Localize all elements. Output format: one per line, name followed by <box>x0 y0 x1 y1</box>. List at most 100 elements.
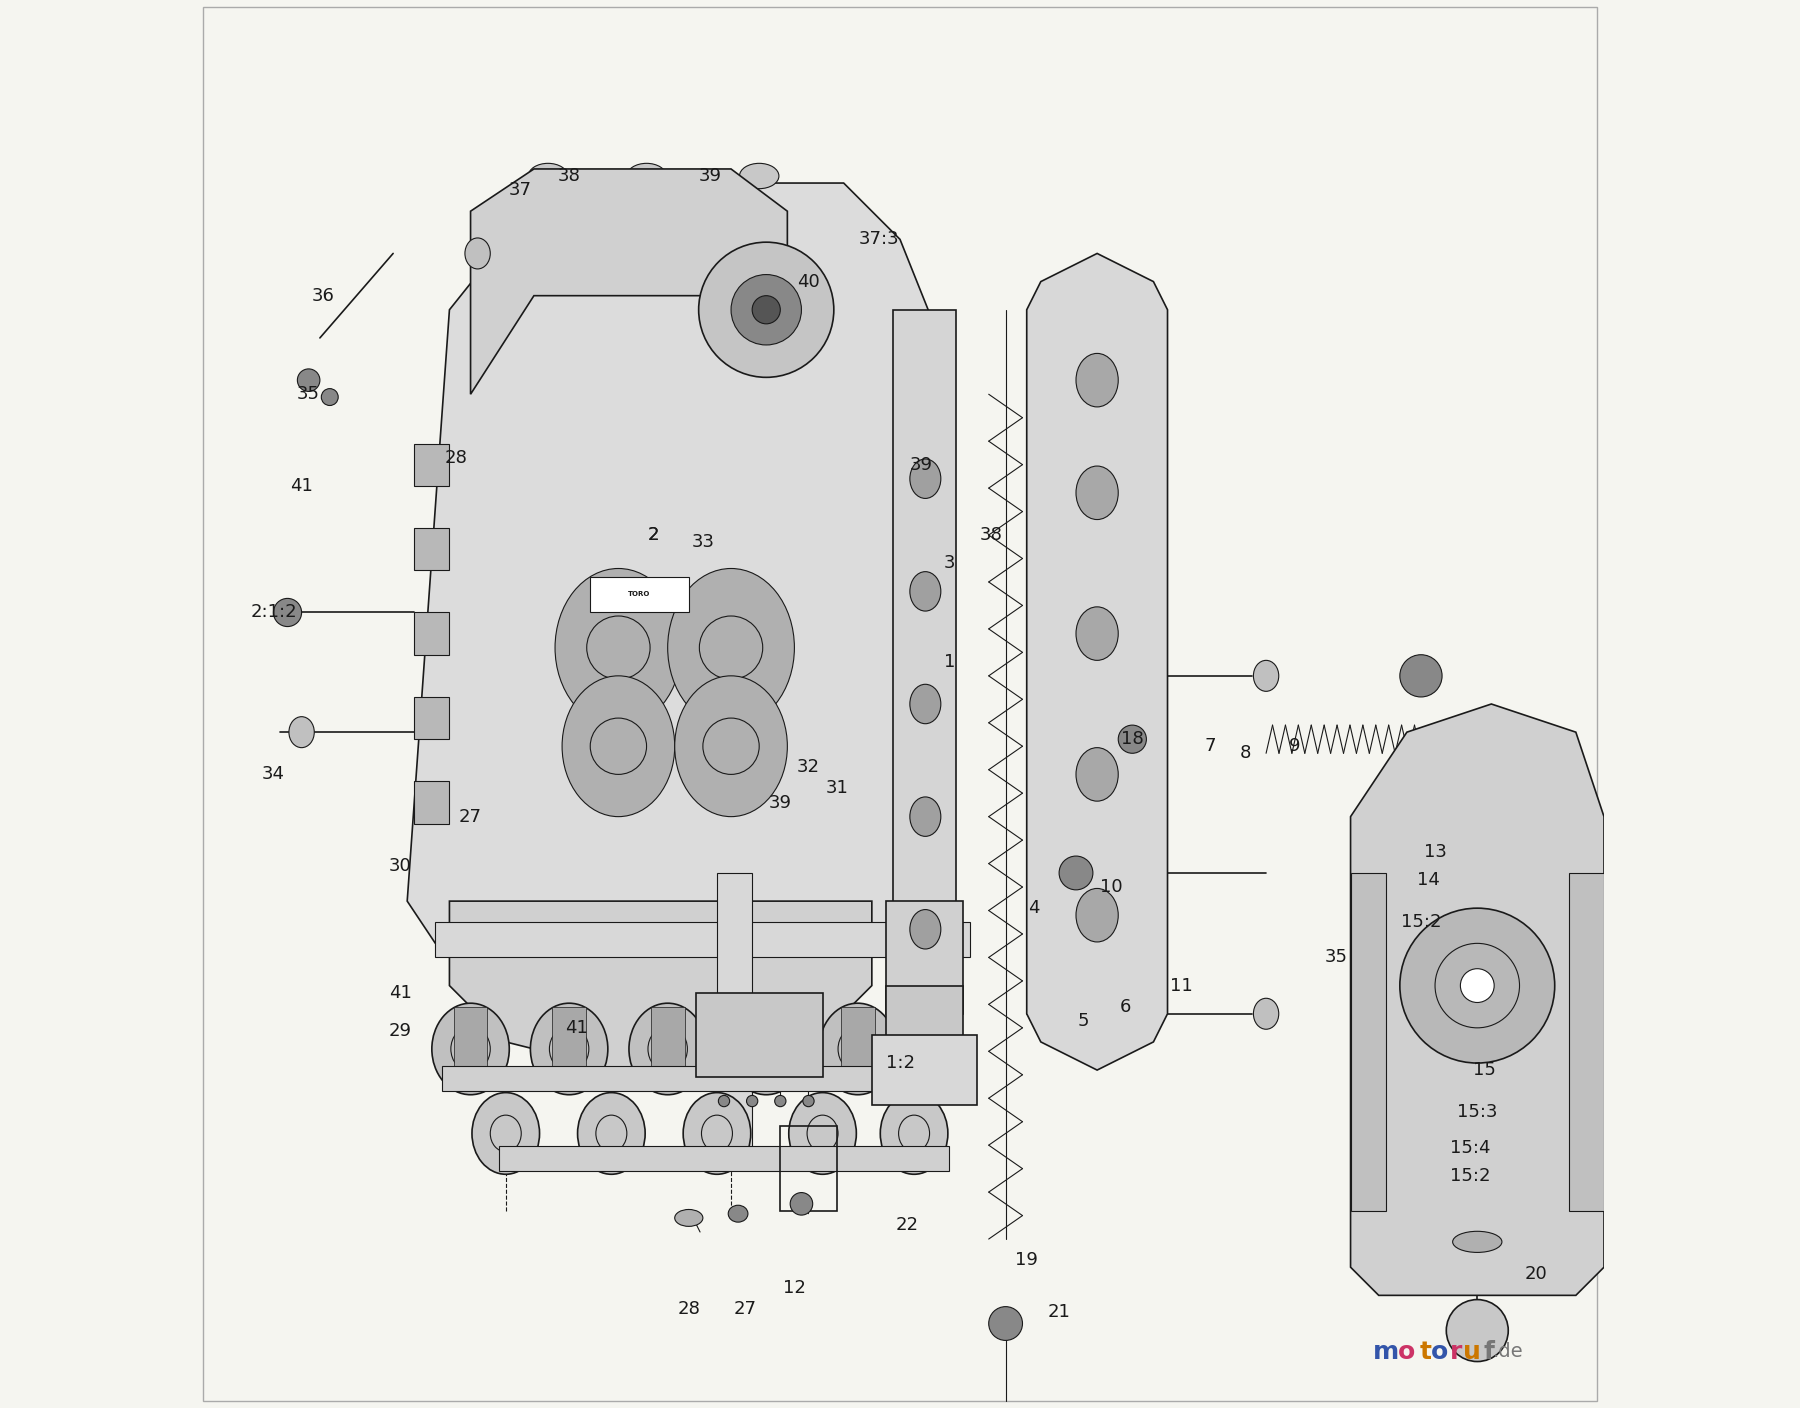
Ellipse shape <box>788 1093 857 1174</box>
Text: 19: 19 <box>1015 1252 1039 1269</box>
Text: 15:2: 15:2 <box>1400 914 1442 931</box>
Text: f: f <box>1483 1339 1494 1364</box>
Bar <box>414 697 450 739</box>
Text: 38: 38 <box>979 527 1003 543</box>
Ellipse shape <box>578 1093 644 1174</box>
Ellipse shape <box>1453 1231 1501 1253</box>
Text: 6: 6 <box>1120 998 1130 1015</box>
Circle shape <box>803 1095 814 1107</box>
Text: 1: 1 <box>943 653 956 670</box>
Ellipse shape <box>727 1002 805 1095</box>
Bar <box>499 1146 949 1171</box>
Text: 7: 7 <box>1204 738 1215 755</box>
Text: 40: 40 <box>797 273 819 290</box>
Text: 15: 15 <box>1472 1062 1496 1079</box>
Polygon shape <box>470 169 787 394</box>
Text: 5: 5 <box>1076 1012 1089 1029</box>
Text: o: o <box>1431 1339 1447 1364</box>
Text: 9: 9 <box>1289 738 1300 755</box>
Text: 39: 39 <box>909 456 932 473</box>
Polygon shape <box>407 183 929 986</box>
Bar <box>886 901 963 1014</box>
Bar <box>716 873 752 1155</box>
Text: 13: 13 <box>1424 843 1447 860</box>
Ellipse shape <box>675 676 787 817</box>
Text: 2:1:2: 2:1:2 <box>250 604 297 621</box>
Circle shape <box>1058 856 1093 890</box>
Bar <box>553 1007 587 1091</box>
Ellipse shape <box>740 163 779 189</box>
Circle shape <box>988 1307 1022 1340</box>
Bar <box>436 922 970 957</box>
Text: 41: 41 <box>389 984 412 1001</box>
Text: 31: 31 <box>824 780 848 797</box>
Circle shape <box>1400 908 1555 1063</box>
Text: 38: 38 <box>558 168 581 184</box>
Text: 36: 36 <box>311 287 335 304</box>
Ellipse shape <box>1253 998 1278 1029</box>
Ellipse shape <box>909 797 941 836</box>
Text: 30: 30 <box>389 857 412 874</box>
Ellipse shape <box>1076 888 1118 942</box>
Circle shape <box>747 1095 758 1107</box>
Text: 11: 11 <box>1170 977 1193 994</box>
Text: 1:2: 1:2 <box>886 1055 914 1071</box>
Text: m: m <box>1373 1339 1399 1364</box>
Text: 8: 8 <box>1238 745 1251 762</box>
Polygon shape <box>450 901 871 1070</box>
Ellipse shape <box>464 238 490 269</box>
Text: 4: 4 <box>1028 900 1040 917</box>
Bar <box>414 528 450 570</box>
Text: 15:4: 15:4 <box>1451 1139 1490 1156</box>
Bar <box>652 1007 684 1091</box>
Bar <box>590 577 689 612</box>
Ellipse shape <box>628 1002 706 1095</box>
Bar <box>443 1066 949 1091</box>
Bar <box>414 444 450 486</box>
Text: TORO: TORO <box>628 591 652 597</box>
Bar <box>414 781 450 824</box>
Text: 2: 2 <box>648 527 659 543</box>
Text: 39: 39 <box>698 168 722 184</box>
Bar <box>871 1035 977 1105</box>
Ellipse shape <box>290 717 315 748</box>
Circle shape <box>274 598 302 627</box>
Circle shape <box>1460 969 1494 1002</box>
Bar <box>697 993 823 1077</box>
Circle shape <box>752 296 781 324</box>
Ellipse shape <box>1253 660 1278 691</box>
Text: .de: .de <box>1492 1342 1523 1362</box>
Ellipse shape <box>1076 748 1118 801</box>
Text: 10: 10 <box>1100 879 1123 895</box>
Text: 18: 18 <box>1121 731 1143 748</box>
Text: 12: 12 <box>783 1280 806 1297</box>
Ellipse shape <box>432 1002 509 1095</box>
Text: 15:3: 15:3 <box>1456 1104 1498 1121</box>
Text: 41: 41 <box>565 1019 587 1036</box>
Ellipse shape <box>626 163 666 189</box>
Text: 28: 28 <box>677 1301 700 1318</box>
Bar <box>1570 873 1604 1211</box>
Circle shape <box>718 1095 729 1107</box>
Text: 3: 3 <box>943 555 956 572</box>
Text: 22: 22 <box>896 1217 918 1233</box>
Ellipse shape <box>909 910 941 949</box>
Ellipse shape <box>531 1002 608 1095</box>
Circle shape <box>698 242 833 377</box>
Ellipse shape <box>819 1002 896 1095</box>
Circle shape <box>322 389 338 406</box>
Text: 35: 35 <box>297 386 320 403</box>
Text: 2: 2 <box>648 527 659 543</box>
Text: 14: 14 <box>1417 872 1440 888</box>
Bar <box>414 612 450 655</box>
Bar <box>454 1007 488 1091</box>
Bar <box>886 986 963 1042</box>
Ellipse shape <box>675 1209 702 1226</box>
Text: 27: 27 <box>734 1301 756 1318</box>
Text: 29: 29 <box>389 1022 412 1039</box>
Circle shape <box>731 275 801 345</box>
Ellipse shape <box>880 1093 949 1174</box>
Text: 28: 28 <box>445 449 468 466</box>
Text: 21: 21 <box>1048 1304 1071 1321</box>
Circle shape <box>1118 725 1147 753</box>
